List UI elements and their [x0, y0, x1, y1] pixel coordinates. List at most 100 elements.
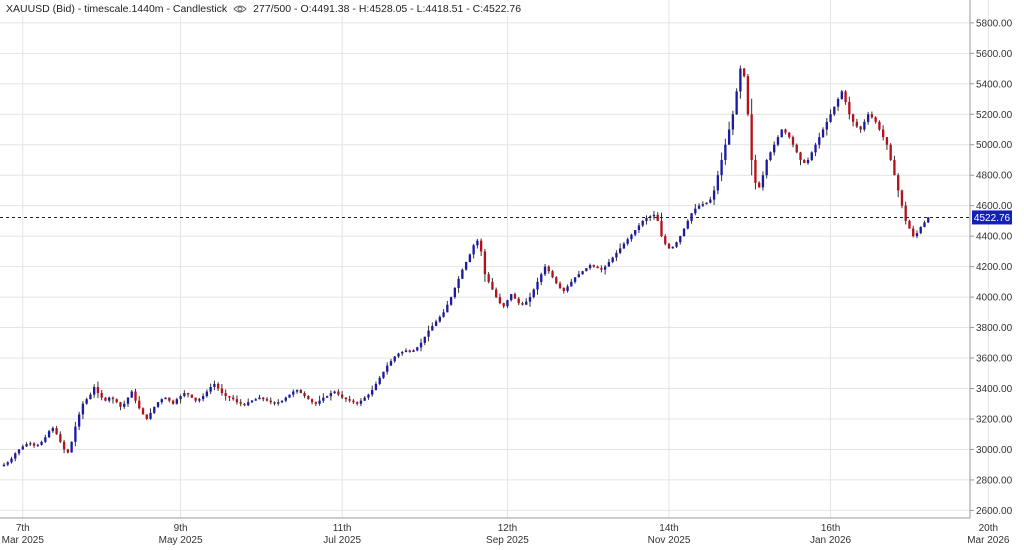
candle-up	[453, 287, 457, 298]
symbol-label: XAUUSD (Bid) - timescale.1440m - Candles…	[6, 3, 228, 15]
candle-down	[220, 388, 224, 394]
candle-up	[6, 462, 9, 465]
candle-up	[626, 239, 629, 244]
candle-up	[765, 159, 768, 176]
y-tick-label: 3800.00	[976, 323, 1013, 334]
candle-up	[209, 386, 212, 392]
candle-up	[540, 274, 543, 282]
y-tick-label: 4000.00	[976, 293, 1013, 304]
x-tick-month: Jul 2025	[323, 535, 361, 546]
candle-up	[130, 391, 133, 398]
candle-down	[340, 394, 344, 398]
candle-down	[356, 402, 359, 404]
candle-up	[528, 297, 532, 302]
candle-up	[363, 397, 366, 401]
candle-down	[742, 68, 746, 77]
candle-up	[618, 248, 622, 253]
candle-down	[344, 397, 348, 400]
candle-up	[701, 204, 704, 206]
candle-up	[532, 289, 535, 298]
x-tick-day: 9th	[174, 523, 188, 534]
candle-down	[194, 397, 197, 401]
eye-icon[interactable]	[233, 4, 247, 14]
candle-up	[735, 91, 738, 115]
y-tick-label: 5200.00	[976, 110, 1013, 121]
candle-up	[325, 396, 329, 398]
candle-down	[750, 114, 753, 160]
candle-down	[66, 449, 70, 453]
candle-up	[588, 265, 592, 269]
candle-down	[502, 303, 505, 307]
y-tick-label: 3600.00	[976, 354, 1013, 365]
candle-up	[389, 361, 393, 366]
candle-up	[284, 397, 287, 401]
y-tick-label: 5800.00	[976, 18, 1013, 29]
candle-down	[55, 428, 58, 435]
candle-up	[641, 220, 644, 226]
candle-down	[145, 414, 148, 419]
candle-up	[919, 227, 922, 234]
candle-up	[123, 403, 126, 407]
candle-up	[697, 205, 701, 209]
candle-down	[168, 397, 171, 401]
candle-up	[74, 426, 77, 442]
candle-down	[498, 297, 502, 304]
candle-up	[47, 431, 51, 438]
candle-up	[179, 396, 182, 400]
candle-down	[32, 443, 36, 446]
x-tick-day: 7th	[16, 523, 30, 534]
grid-layer	[0, 0, 989, 518]
candle-down	[115, 399, 118, 403]
candle-up	[85, 399, 88, 404]
candle-down	[171, 400, 175, 404]
candle-up	[367, 394, 370, 398]
candle-down	[216, 383, 220, 389]
x-tick-day: 12th	[498, 523, 517, 534]
candle-down	[859, 126, 862, 130]
candle-up	[108, 397, 111, 401]
candle-up	[25, 444, 28, 447]
candle-up	[525, 301, 528, 305]
candle-up	[773, 144, 776, 153]
candle-up	[645, 217, 648, 221]
candle-up	[397, 353, 400, 357]
candle-up	[611, 257, 614, 263]
candle-up	[449, 297, 453, 305]
x-tick-month: Sep 2025	[486, 535, 529, 546]
candle-down	[352, 400, 355, 403]
candle-up	[333, 391, 336, 394]
candle-up	[622, 243, 626, 249]
candle-up	[89, 394, 92, 400]
candle-down	[803, 159, 806, 164]
candle-up	[280, 400, 284, 403]
candle-down	[513, 294, 517, 299]
candle-up	[393, 356, 396, 362]
candle-up	[438, 316, 441, 322]
candle-up	[607, 262, 611, 267]
y-tick-label: 5400.00	[976, 79, 1013, 90]
candle-down	[483, 251, 487, 275]
candle-up	[814, 144, 817, 153]
candle-up	[292, 391, 295, 395]
candle-down	[885, 137, 889, 145]
candle-up	[17, 449, 21, 454]
candle-up	[652, 214, 656, 217]
candle-down	[517, 298, 520, 304]
candle-up	[374, 383, 378, 391]
candle-down	[487, 274, 490, 282]
candle-down	[889, 144, 892, 160]
candle-down	[758, 182, 761, 188]
y-tick-label: 4800.00	[976, 171, 1013, 182]
candle-up	[506, 300, 509, 307]
candle-down	[855, 121, 859, 127]
candle-up	[205, 391, 209, 397]
candle-up	[93, 386, 96, 395]
candle-up	[543, 266, 547, 275]
candle-down	[337, 391, 340, 395]
candle-up	[724, 144, 727, 160]
candle-up	[675, 242, 678, 247]
candle-up	[198, 399, 201, 401]
candle-down	[303, 393, 306, 397]
